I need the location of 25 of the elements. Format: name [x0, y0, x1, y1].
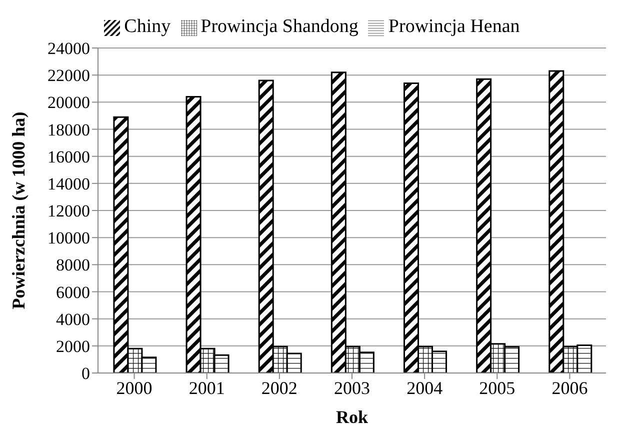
legend-label: Chiny: [124, 16, 171, 37]
y-tick-label: 14000: [48, 174, 90, 194]
x-tick-label: 2003: [334, 378, 370, 398]
y-tick-label: 22000: [48, 66, 90, 86]
y-axis-title: Powierzchnia (w 1000 ha): [8, 112, 28, 310]
legend-label: Prowincja Shandong: [200, 16, 358, 37]
x-tick-label: 2005: [479, 378, 516, 398]
y-tick-label: 16000: [48, 147, 90, 166]
y-tick-label: 2000: [56, 336, 90, 356]
y-tick-label: 0: [82, 364, 90, 384]
y-tick-label: 10000: [48, 228, 90, 248]
legend-label: Prowincja Henan: [388, 16, 520, 37]
y-tick-label: 6000: [56, 282, 90, 302]
x-tick-label: 2001: [188, 378, 225, 398]
y-tick-label: 4000: [56, 310, 90, 329]
y-tick-label: 8000: [56, 256, 90, 275]
y-tick-label: 12000: [48, 202, 90, 221]
y-tick-label: 20000: [48, 93, 90, 112]
x-tick-label: 2006: [552, 378, 588, 398]
x-tick-label: 2002: [261, 378, 298, 398]
y-tick-label: 24000: [48, 39, 90, 58]
y-tick-label: 18000: [48, 120, 90, 140]
x-tick-label: 2000: [116, 378, 152, 398]
x-axis-title: Rok: [336, 407, 368, 427]
x-tick-label: 2004: [406, 378, 443, 398]
